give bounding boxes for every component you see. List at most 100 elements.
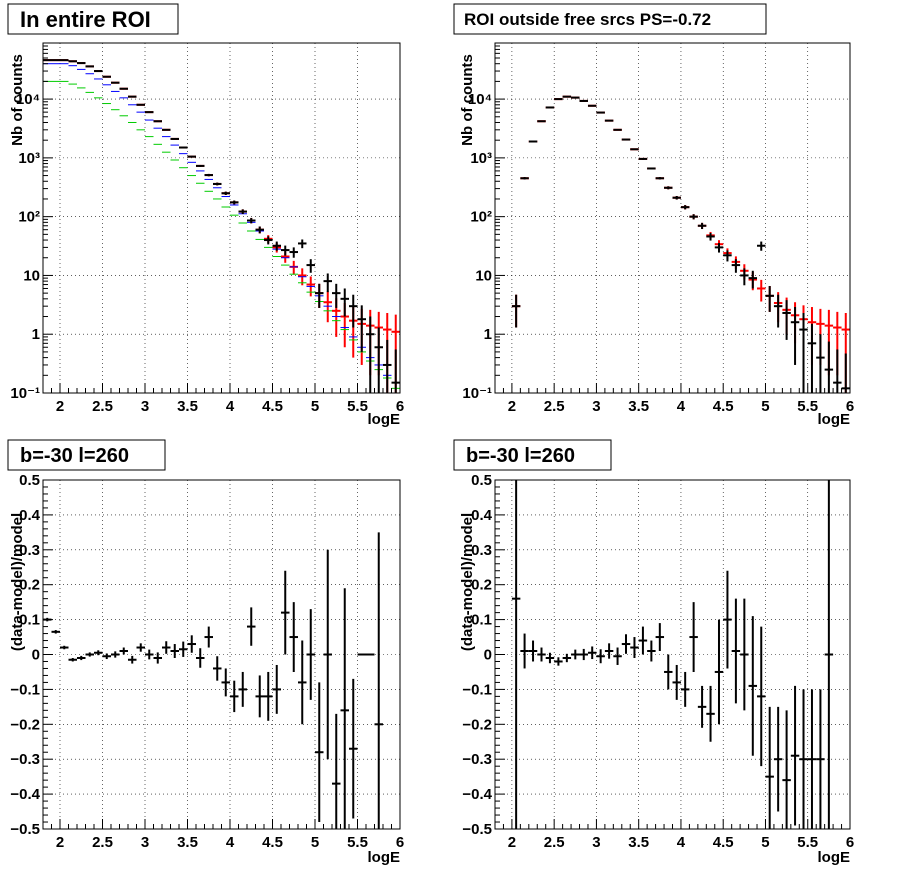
- x-tick-label: 2: [508, 398, 516, 415]
- panel-title: b=-30 l=260: [20, 445, 129, 467]
- data-point: [281, 570, 290, 655]
- x-tick-label: 4.5: [713, 834, 734, 851]
- y-tick-label: 10: [23, 267, 40, 284]
- x-tick-label: 3: [592, 398, 600, 415]
- data-point: [187, 635, 196, 653]
- x-tick-label: 5.5: [347, 398, 368, 415]
- data-point: [714, 243, 724, 253]
- data-point: [85, 652, 94, 657]
- data-point: [824, 480, 834, 829]
- x-tick-label: 2.5: [544, 834, 565, 851]
- panel-top-right: 2 2.5 3 3.5 4 4.5 5 5.5 6 10⁻¹ 1 10 10² 10³ 10⁴ logE N…: [453, 3, 854, 428]
- panel-bottom-right: 2 2.5 3 3.5 4 4.5 5 5.5 6 −0.5 −0.4 −0.3 −0.2 −0.1 0 0.…: [453, 439, 854, 866]
- data-point: [757, 241, 766, 251]
- data-point: [672, 664, 681, 700]
- data-point: [807, 323, 817, 393]
- x-tick-label: 3.5: [628, 398, 649, 415]
- y-tick-label: 10⁻¹: [10, 385, 40, 402]
- x-tick-label: 4: [677, 398, 686, 415]
- plot-frame: [42, 479, 401, 830]
- data-point: [647, 640, 656, 662]
- y-tick-label: −0.2: [10, 716, 40, 733]
- data-point: [213, 182, 222, 186]
- y-axis-label: (data-model)/model: [9, 513, 26, 651]
- y-tick-label: −0.1: [462, 681, 492, 698]
- y-tick-label: 0.1: [471, 612, 492, 629]
- data-point: [689, 214, 698, 220]
- grid: [495, 479, 851, 830]
- y-tick-label: 10²: [470, 209, 492, 226]
- data-point: [196, 164, 205, 167]
- data-point: [230, 200, 239, 205]
- x-tick-label: 4.5: [262, 398, 283, 415]
- y-tick-label: 10⁻¹: [462, 385, 492, 402]
- data-point: [383, 339, 392, 393]
- data-point: [613, 128, 622, 131]
- data-point: [596, 649, 605, 664]
- y-tick-label: −0.4: [10, 786, 40, 803]
- data-point: [571, 649, 580, 660]
- data-point: [323, 549, 332, 760]
- x-tick-label: 5.5: [347, 834, 368, 851]
- plot-frame: [42, 42, 401, 394]
- x-tick-label: 3: [141, 398, 149, 415]
- x-tick-label: 6: [846, 834, 854, 851]
- data-point: [221, 668, 230, 697]
- data-point: [596, 111, 605, 114]
- data-point: [723, 570, 732, 669]
- y-tick-label: 0.5: [471, 472, 492, 489]
- data-point: [748, 270, 758, 289]
- x-tick-label: 3: [141, 834, 149, 851]
- grid: [43, 479, 401, 830]
- data-marks: [511, 480, 834, 829]
- y-tick-label: 0.2: [19, 577, 40, 594]
- y-tick-label: −0.3: [462, 751, 492, 768]
- title-box: [453, 3, 767, 35]
- y-tick-label: 10³: [470, 150, 492, 167]
- x-tick-label: 4: [677, 834, 686, 851]
- data-point: [221, 191, 230, 195]
- y-tick-label: −0.2: [462, 716, 492, 733]
- x-axis-label: logE: [818, 849, 851, 866]
- data-point: [630, 148, 639, 151]
- panel-title: ROI outside free srcs PS=-0.72: [464, 10, 711, 29]
- data-point: [366, 316, 375, 393]
- data-point: [170, 644, 179, 658]
- data-point: [77, 655, 86, 661]
- data-point: [357, 305, 366, 352]
- axes: 2 2.5 3 3.5 4 4.5 5 5.5 6 −0.5 −0.4 −0.3 −0.2 −0.1 0 0.…: [10, 472, 404, 851]
- data-point: [672, 196, 681, 200]
- data-point: [655, 623, 665, 652]
- data-point: [520, 633, 529, 669]
- data-point: [272, 241, 281, 251]
- data-point: [340, 288, 349, 317]
- data-point: [579, 99, 588, 102]
- data-point: [528, 140, 538, 143]
- plot-frame: [494, 42, 851, 394]
- plot-frame: [494, 479, 851, 830]
- data-point: [315, 682, 324, 823]
- panel-top-left: 2 2.5 3 3.5 4 4.5 5 5.5 6 10⁻¹ 1 10 10² 10³ 10⁴ logE N…: [7, 3, 404, 428]
- y-tick-label: 0.4: [471, 507, 493, 524]
- x-tick-label: 4: [226, 398, 235, 415]
- data-point: [511, 480, 521, 829]
- axes: 2 2.5 3 3.5 4 4.5 5 5.5 6 10⁻¹ 1 10 10² 10³ 10⁴: [10, 42, 404, 415]
- data-point: [204, 626, 213, 648]
- x-tick-label: 2.5: [544, 398, 565, 415]
- data-point: [740, 598, 749, 711]
- data-point: [306, 259, 315, 273]
- y-tick-label: −0.3: [10, 751, 40, 768]
- y-tick-label: 0.1: [19, 612, 40, 629]
- data-point: [332, 713, 341, 829]
- title-box: [7, 439, 166, 471]
- y-tick-label: 0: [484, 647, 492, 664]
- grid: [495, 43, 851, 394]
- data-point: [757, 279, 766, 302]
- data-point: [613, 647, 622, 665]
- data-point: [315, 283, 324, 308]
- data-point: [213, 656, 222, 681]
- data-point: [289, 247, 298, 258]
- x-tick-label: 3: [592, 834, 600, 851]
- x-tick-label: 5: [761, 834, 769, 851]
